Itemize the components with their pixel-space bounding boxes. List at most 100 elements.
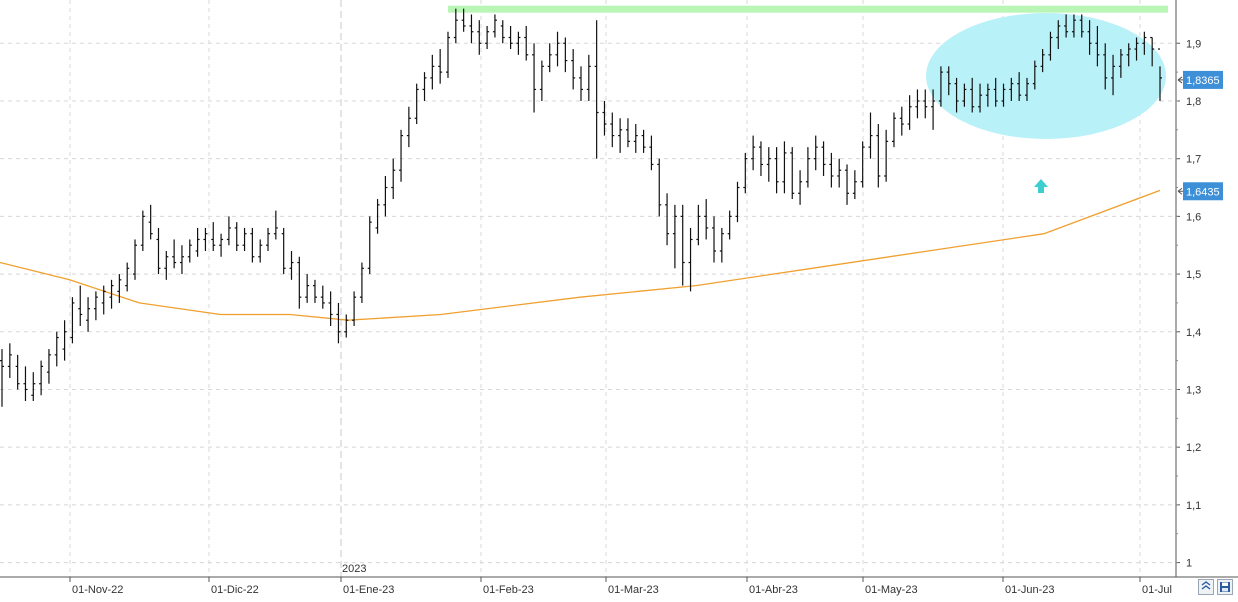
ohlc-bar <box>845 164 850 205</box>
x-tick-label: 01-Nov-22 <box>72 584 123 596</box>
ohlc-bar <box>884 129 889 182</box>
ohlc-bar <box>712 216 717 263</box>
ohlc-bar <box>195 227 200 257</box>
ohlc-bar <box>946 66 951 96</box>
ohlc-bar <box>1032 60 1037 90</box>
ohlc-bar <box>344 314 349 338</box>
ohlc-bar <box>485 25 490 50</box>
price-tag-label: 1,8365 <box>1186 75 1220 87</box>
ohlc-bar <box>1001 83 1006 107</box>
ohlc-bar <box>289 250 294 280</box>
ohlc-bar <box>477 20 482 55</box>
ohlc-bar <box>399 129 404 182</box>
resistance-band <box>448 5 1168 13</box>
ohlc-bar <box>579 66 583 101</box>
ohlc-bar <box>367 216 372 275</box>
price-tags: 1,8365 1,6435 <box>1177 70 1223 201</box>
ohlc-bar <box>837 158 842 188</box>
moving-average-line <box>0 189 1161 321</box>
ohlc-bar <box>1064 14 1069 38</box>
ohlc-bar <box>1150 36 1155 67</box>
zoom-button[interactable] <box>1198 579 1214 595</box>
x-tick-label: 01-Dic-22 <box>211 584 259 596</box>
ohlc-bar <box>1040 49 1045 73</box>
ohlc-bar <box>618 118 623 153</box>
ohlc-bar <box>539 60 544 101</box>
y-tick-label: 1,8 <box>1186 96 1201 108</box>
ohlc-bar <box>813 135 818 171</box>
ohlc-bar <box>555 31 560 67</box>
ohlc-bar <box>172 239 177 269</box>
y-tick-label: 1,5 <box>1186 269 1201 281</box>
x-tick-label: 01-Feb-23 <box>483 584 534 596</box>
ohlc-bar <box>696 204 701 246</box>
x-tick-label: 01-May-23 <box>865 584 918 596</box>
ohlc-bar <box>547 43 552 73</box>
ohlc-bar <box>109 279 114 309</box>
ohlc-bar <box>1087 20 1092 55</box>
ohlc-bar <box>766 147 771 182</box>
ohlc-bar <box>46 349 51 384</box>
y-tick-label: 1 <box>1186 558 1192 570</box>
up-arrow-icon <box>1034 179 1048 193</box>
ohlc-bar <box>594 20 599 159</box>
ohlc-bar <box>665 193 670 246</box>
y-tick-label: 1,2 <box>1186 442 1201 454</box>
ohlc-bar <box>657 158 662 217</box>
ohlc-bar <box>751 135 756 171</box>
ohlc-bar <box>978 83 983 113</box>
year-marker-label: 2023 <box>342 563 366 575</box>
ohlc-bar <box>312 279 317 303</box>
ohlc-bar <box>727 210 732 240</box>
ohlc-bar <box>790 147 795 200</box>
y-tick-label: 1,7 <box>1186 154 1201 166</box>
ohlc-bar <box>938 66 943 107</box>
ohlc-bar <box>1111 54 1116 96</box>
double-chevron-icon <box>1201 581 1211 590</box>
ohlc-bar <box>133 239 138 280</box>
ohlc-bar <box>571 49 576 90</box>
y-tick-label: 1,9 <box>1186 38 1201 50</box>
ohlc-bar <box>743 152 748 194</box>
ohlc-bar <box>305 274 310 303</box>
ohlc-bar <box>1056 20 1061 50</box>
x-tick-label: 01-Abr-23 <box>749 584 798 596</box>
ohlc-bar <box>1024 77 1029 101</box>
ohlc-bar <box>1103 43 1108 90</box>
ohlc-bar <box>1158 48 1162 101</box>
y-tick-label: 1,4 <box>1186 327 1201 339</box>
ohlc-bar <box>860 141 865 188</box>
ohlc-bar <box>641 129 646 153</box>
ohlc-bar <box>101 285 106 315</box>
ohlc-bar <box>500 20 505 44</box>
ohlc-bar <box>1118 49 1123 78</box>
ohlc-bar <box>1126 43 1131 67</box>
ohlc-bar <box>336 302 341 344</box>
ohlc-bar <box>876 124 881 188</box>
ohlc-bar <box>907 95 912 130</box>
ohlc-bar <box>610 112 615 148</box>
ohlc-bar <box>868 112 873 159</box>
ohlc-bar <box>125 262 130 292</box>
ohlc-bar <box>461 8 466 32</box>
ohlc-bar <box>226 216 231 246</box>
y-axis-ticks: 1 1,1 1,2 1,3 1,4 1,5 1,6 1,7 1,8 1,9 <box>1176 38 1201 570</box>
ohlc-bar <box>359 262 364 303</box>
save-button[interactable] <box>1217 579 1233 595</box>
ohlc-bar <box>1048 31 1053 61</box>
ohlc-bar <box>23 366 28 402</box>
ohlc-bar <box>602 100 607 136</box>
ohlc-bar <box>735 181 740 223</box>
ohlc-bar <box>625 118 630 148</box>
ohlc-bar <box>266 227 271 251</box>
ohlc-bar <box>297 256 302 309</box>
ohlc-bar <box>242 227 247 251</box>
ohlc-bar <box>156 227 161 275</box>
price-tag: 1,8365 <box>1177 70 1223 89</box>
x-tick-label: 01-Jun-23 <box>1005 584 1055 596</box>
ohlc-bar <box>352 291 357 327</box>
ohlc-bar <box>563 37 568 73</box>
ohlc-bar <box>15 354 20 390</box>
ohlc-bar <box>1017 72 1022 101</box>
